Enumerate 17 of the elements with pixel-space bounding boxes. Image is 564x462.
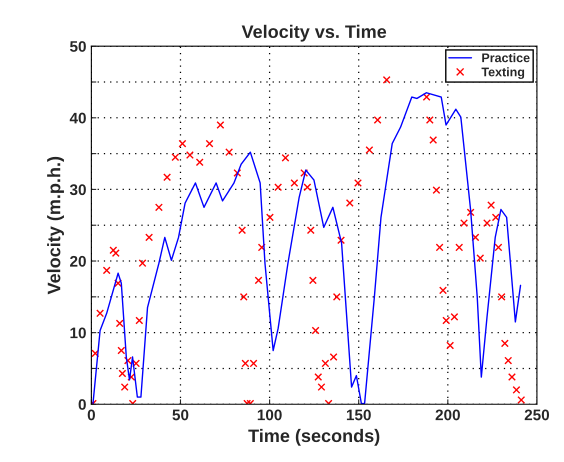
y-axis-title: Velocity (m.p.h.) [47,156,64,294]
x-tick-label: 0 [88,410,95,420]
x-tick-label: 50 [172,410,188,420]
y-tick-label: 30 [70,184,86,196]
y-tick-label: 0 [78,399,86,410]
legend-label: Practice [482,53,530,62]
y-tick-label: 50 [70,41,86,52]
y-tick-label: 40 [70,112,86,124]
x-tick-label: 150 [346,410,371,420]
x-tick-label: 250 [524,410,550,420]
legend-label: Texting [482,67,524,79]
y-tick-label: 10 [70,328,86,338]
x-tick-label: 200 [436,410,460,420]
x-tick-label: 100 [258,410,282,420]
chart-title: Velocity vs. Time [242,24,386,42]
y-tick-label: 20 [70,256,86,267]
x-axis-title: Time (seconds) [248,428,380,446]
